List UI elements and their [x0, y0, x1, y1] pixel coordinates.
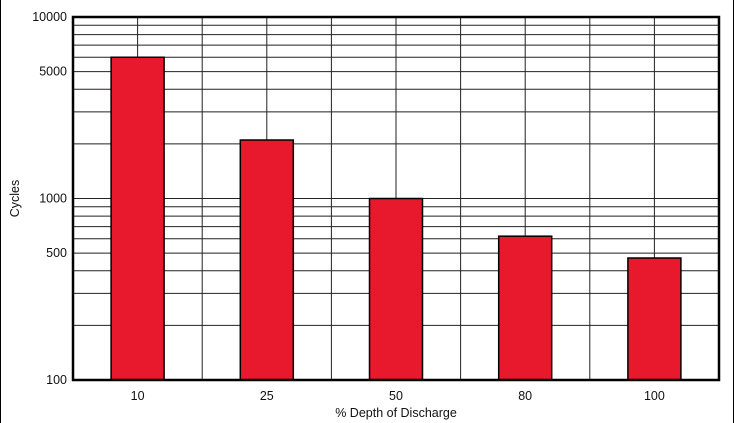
y-tick-label: 5000 [39, 65, 67, 79]
y-tick-label: 100 [46, 373, 67, 387]
y-tick-labels: 100 500 1000 5000 10000 [32, 10, 67, 387]
y-tick-label: 500 [46, 246, 67, 260]
plot-frame [71, 15, 721, 382]
x-tick-label: 50 [389, 389, 403, 403]
x-tick-label: 80 [518, 389, 532, 403]
bar-100 [627, 257, 682, 381]
x-tick-labels: 10 25 50 80 100 [131, 389, 665, 403]
x-tick-label: 10 [131, 389, 145, 403]
x-tick-label: 100 [644, 389, 665, 403]
bar-80 [497, 235, 553, 381]
bar-50 [368, 197, 424, 381]
y-axis-label: Cycles [8, 180, 22, 218]
y-tick-label: 1000 [39, 192, 67, 206]
bar-10 [110, 56, 165, 381]
y-tick-label: 10000 [32, 10, 67, 24]
bar-25 [239, 139, 295, 381]
x-tick-label: 25 [260, 389, 274, 403]
x-axis-label: % Depth of Discharge [335, 406, 457, 420]
